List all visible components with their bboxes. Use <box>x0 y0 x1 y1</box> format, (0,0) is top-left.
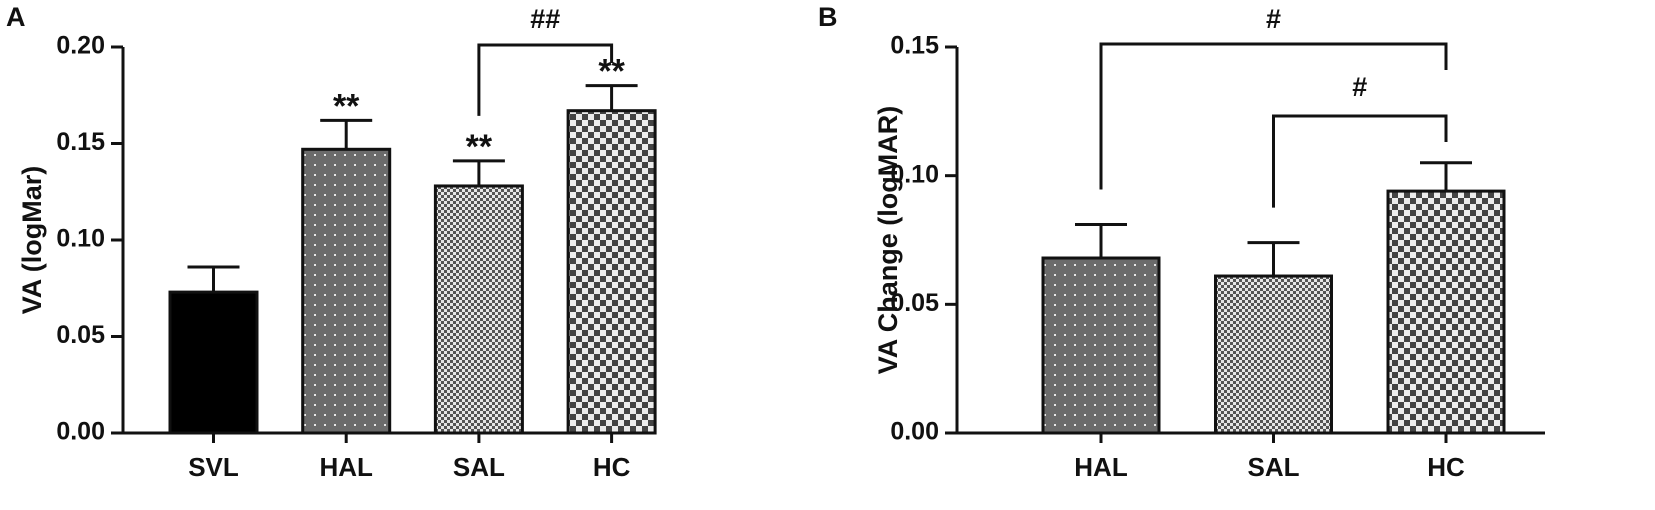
x-tick-label: SAL <box>453 452 505 482</box>
panel-a: A VA (logMar) 0.00 0.05 0.10 0.15 0.20 SVL HAL **… <box>6 2 657 482</box>
panel-b: B VA Change (logMAR) 0.00 0.05 0.10 0.15 HAL SA… <box>818 2 1545 482</box>
y-tick-label: 0.10 <box>56 225 105 253</box>
comparison-bracket <box>1099 42 1448 190</box>
y-tick-label: 0.15 <box>890 32 939 60</box>
x-tick-label: HAL <box>1074 452 1128 482</box>
bar-svl <box>168 290 259 435</box>
y-tick-label: 0.05 <box>56 321 105 349</box>
y-axis-title: VA Change (logMAR) <box>873 106 903 374</box>
bar-hal <box>1041 256 1161 435</box>
bar-hal <box>301 147 392 435</box>
x-tick-label: HC <box>1427 452 1465 482</box>
y-tick-label: 0.05 <box>890 289 939 317</box>
bracket-label: ## <box>530 4 560 34</box>
panel-label: B <box>818 2 838 32</box>
bar-hc <box>566 109 657 435</box>
bar-sal <box>1214 274 1333 435</box>
significance-label: ** <box>333 87 360 125</box>
x-tick-label: HAL <box>319 452 373 482</box>
comparison-bracket <box>477 43 614 116</box>
significance-label: ** <box>466 128 493 166</box>
y-tick-label: 0.00 <box>890 418 939 446</box>
comparison-bracket <box>1272 114 1448 208</box>
y-tick-label: 0.00 <box>56 418 105 446</box>
bar-hc <box>1386 189 1506 435</box>
y-tick-label: 0.20 <box>56 32 105 60</box>
panel-label: A <box>6 2 26 32</box>
y-tick-label: 0.15 <box>56 128 105 156</box>
x-tick-label: SAL <box>1248 452 1300 482</box>
y-axis-title: VA (logMar) <box>17 166 47 315</box>
bracket-label: # <box>1352 72 1367 102</box>
x-tick-label: HC <box>593 452 631 482</box>
y-tick-label: 0.10 <box>890 160 939 188</box>
bracket-label: # <box>1266 4 1281 34</box>
bar-sal <box>433 184 524 435</box>
x-tick-label: SVL <box>188 452 239 482</box>
